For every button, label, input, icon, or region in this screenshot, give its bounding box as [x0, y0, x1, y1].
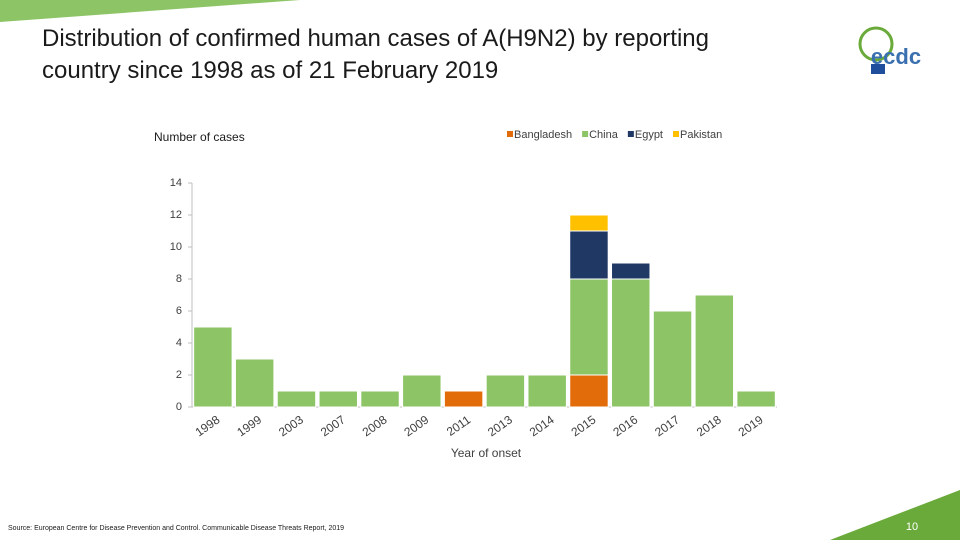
x-tick-label: 1999 — [234, 412, 264, 439]
y-tick-label: 0 — [176, 401, 182, 413]
x-axis-label: Year of onset — [451, 446, 522, 460]
bar-segment — [485, 374, 526, 408]
bar-segment — [736, 390, 776, 408]
bar-segment — [443, 390, 484, 408]
bar-segment — [569, 230, 609, 280]
y-tick-label: 8 — [176, 273, 182, 285]
x-tick-label: 2014 — [527, 412, 557, 439]
logo-flag — [871, 64, 885, 74]
legend-swatch — [582, 131, 589, 137]
legend-label: Egypt — [635, 129, 663, 141]
x-tick-label: 2009 — [401, 412, 431, 439]
x-tick-label: 2013 — [485, 412, 515, 439]
legend-label: Pakistan — [680, 129, 722, 141]
source-note: Source: European Centre for Disease Prev… — [8, 525, 344, 532]
legend-label: China — [589, 129, 619, 141]
bar-segment — [402, 374, 442, 408]
bar-segment — [318, 390, 358, 408]
bar-segment — [234, 358, 275, 408]
y-tick-label: 4 — [176, 337, 182, 349]
legend-swatch — [627, 131, 634, 137]
y-tick-label: 10 — [170, 241, 182, 253]
corner-decoration — [0, 0, 300, 22]
bar-segment — [360, 390, 400, 408]
x-tick-label: 2016 — [610, 412, 640, 439]
x-tick-label: 2015 — [569, 412, 599, 439]
bar-segment — [569, 374, 609, 408]
y-tick-label: 14 — [170, 177, 182, 189]
x-tick-label: 2017 — [652, 412, 682, 439]
logo: ecdc — [858, 26, 921, 74]
bar-segment — [276, 390, 317, 408]
chart-title: Distribution of confirmed human cases of… — [42, 25, 709, 84]
bar-segment — [193, 326, 233, 408]
x-tick-label: 2018 — [694, 412, 724, 439]
page-number: 10 — [906, 521, 918, 533]
x-tick-label: 2008 — [360, 412, 390, 439]
x-tick-label: 1998 — [193, 412, 223, 439]
logo-text: ecdc — [871, 44, 921, 69]
logo-globe — [858, 26, 894, 62]
legend-swatch — [673, 131, 679, 137]
legend-label: Bangladesh — [514, 129, 572, 141]
bar-segment — [569, 278, 609, 376]
bar-segment — [611, 262, 651, 280]
x-tick-label: 2011 — [444, 412, 473, 438]
corner-decoration — [830, 490, 960, 540]
legend-swatch — [507, 131, 513, 137]
bar-segment — [611, 278, 651, 408]
x-tick-label: 2019 — [736, 412, 766, 439]
x-tick-label: 2007 — [318, 412, 348, 439]
y-tick-label: 12 — [170, 209, 182, 221]
y-tick-label: 6 — [176, 305, 182, 317]
y-tick-label: 2 — [176, 369, 182, 381]
bar-segment — [527, 374, 567, 408]
bar-segment — [694, 294, 735, 408]
bar-segment — [569, 214, 609, 232]
bar-segment — [652, 310, 693, 408]
y-axis-label: Number of cases — [154, 130, 245, 144]
x-tick-label: 2003 — [276, 412, 306, 439]
